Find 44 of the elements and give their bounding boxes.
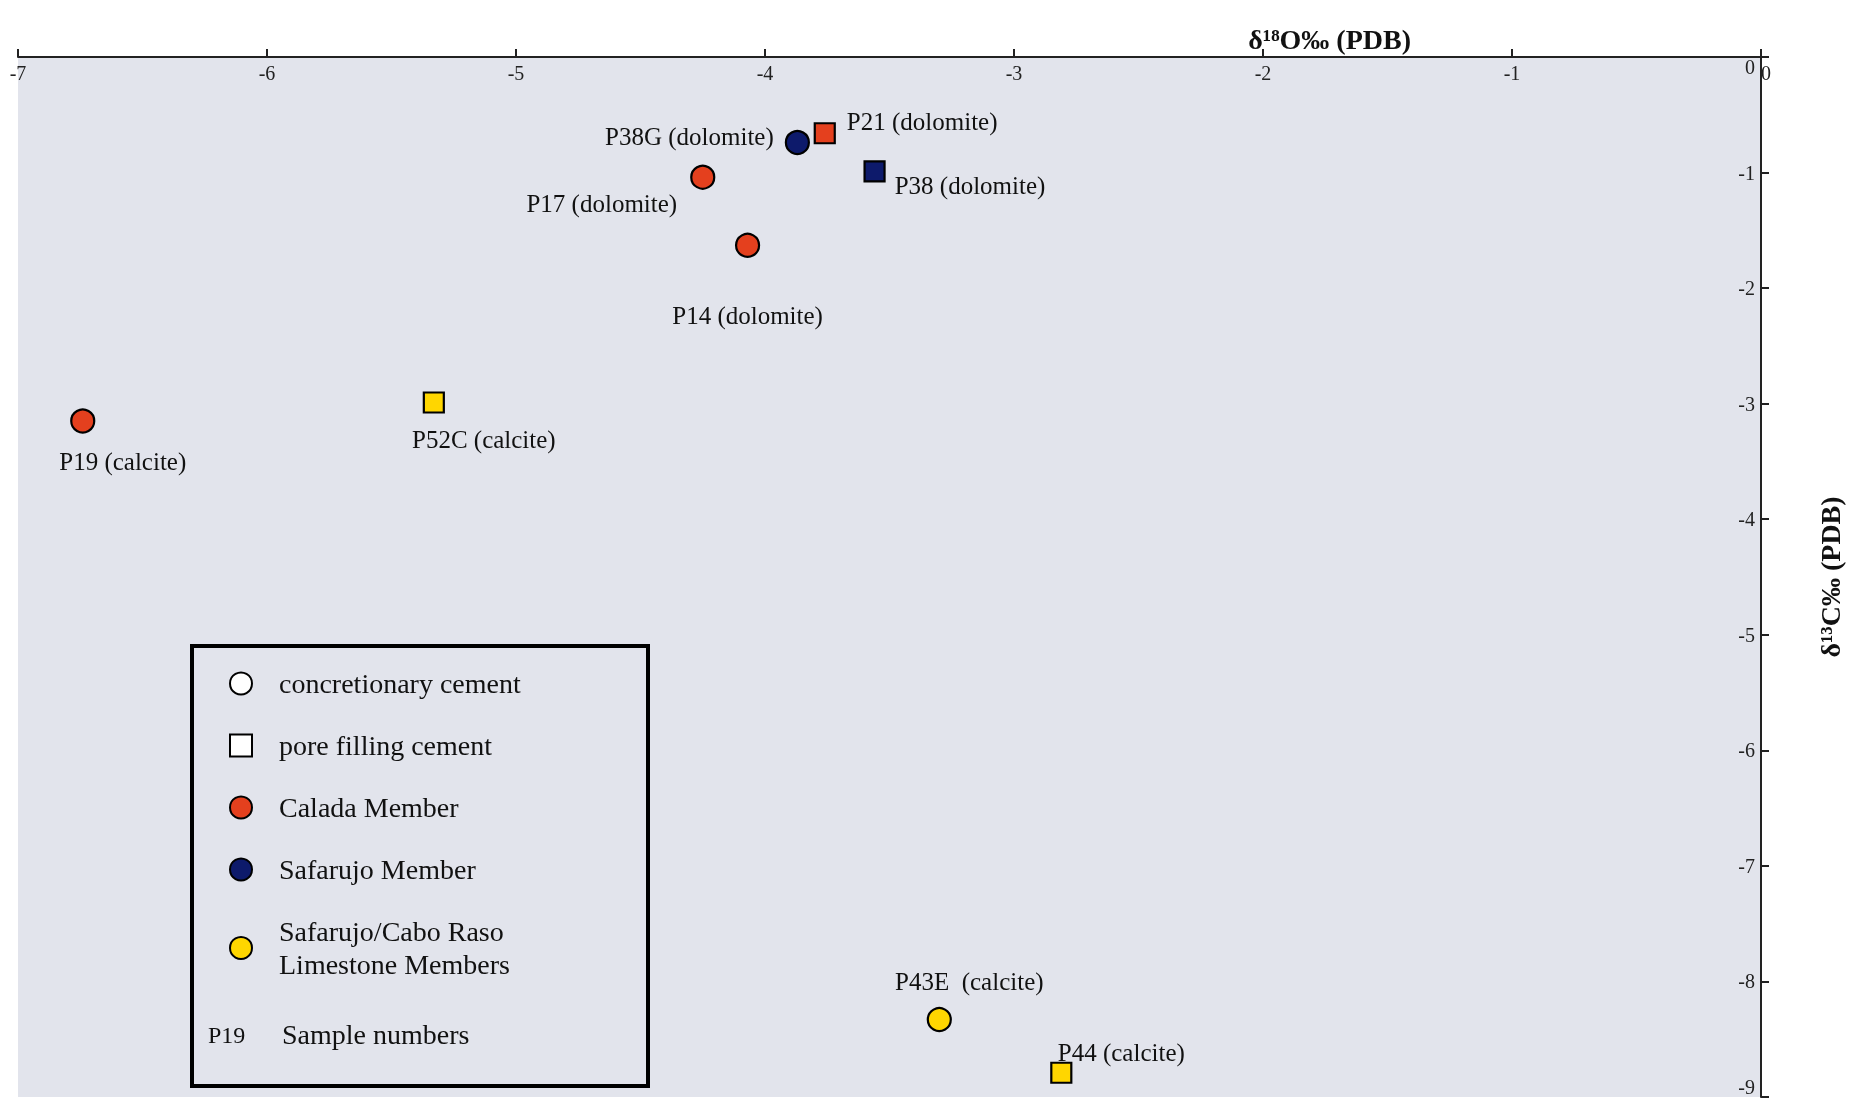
data-label: P38G (dolomite) — [605, 123, 774, 152]
annotation: P19 — [208, 1022, 246, 1048]
point — [863, 160, 886, 183]
x-tick-label: -6 — [258, 62, 276, 84]
x-tick-label: -4 — [756, 62, 774, 84]
y-axis-title: δ¹³C‰ (PDB) — [1814, 496, 1846, 658]
annotation: Sample numbers — [282, 1018, 470, 1050]
y-tick-label: -9 — [1738, 1076, 1755, 1098]
point — [813, 122, 836, 145]
legend-label: pore filling cement — [279, 730, 493, 761]
data-label: P44 (calcite) — [1057, 1038, 1185, 1067]
x-tick-label: -2 — [1254, 62, 1272, 84]
x-axis-title: δ¹⁸O‰ (PDB) — [1248, 23, 1411, 55]
y-tick-label: -7 — [1738, 854, 1755, 877]
y-tick-label: -6 — [1738, 739, 1755, 762]
legend-label: Calada Member — [279, 792, 460, 823]
point — [784, 129, 810, 156]
y-tick-label: -8 — [1738, 970, 1755, 993]
data-label: P52C (calcite) — [411, 425, 556, 454]
y-tick-label: -5 — [1738, 623, 1755, 646]
data-label: P14 (dolomite) — [672, 301, 823, 330]
y-tick-label: -4 — [1738, 508, 1755, 531]
x-tick-label: -5 — [507, 62, 525, 84]
legend-label: concretionary cement — [279, 668, 521, 699]
legend-label: Safarujo Member — [279, 854, 477, 885]
data-label: P21 (dolomite) — [846, 107, 998, 136]
point — [422, 391, 445, 414]
data-label: P43E (calcite) — [895, 967, 1044, 996]
point — [1050, 1061, 1073, 1084]
x-tick-label: -1 — [1503, 62, 1521, 84]
x-tick-label: 0 — [1761, 62, 1771, 84]
x-tick-label: -7 — [9, 62, 27, 84]
y-tick-label: -3 — [1738, 392, 1755, 415]
legend-label: Safarujo/Cabo Raso Limestone Members — [279, 916, 510, 980]
data-label: P19 (calcite) — [59, 447, 187, 476]
y-tick-label: -1 — [1738, 161, 1755, 184]
x-tick-label: -3 — [1005, 62, 1023, 84]
data-label: P38 (dolomite) — [894, 171, 1046, 200]
point — [70, 408, 96, 434]
point — [690, 164, 716, 190]
data-label: P17 (dolomite) — [526, 189, 678, 218]
point — [926, 1006, 952, 1033]
point — [734, 232, 761, 258]
y-tick-label: -2 — [1738, 277, 1755, 300]
